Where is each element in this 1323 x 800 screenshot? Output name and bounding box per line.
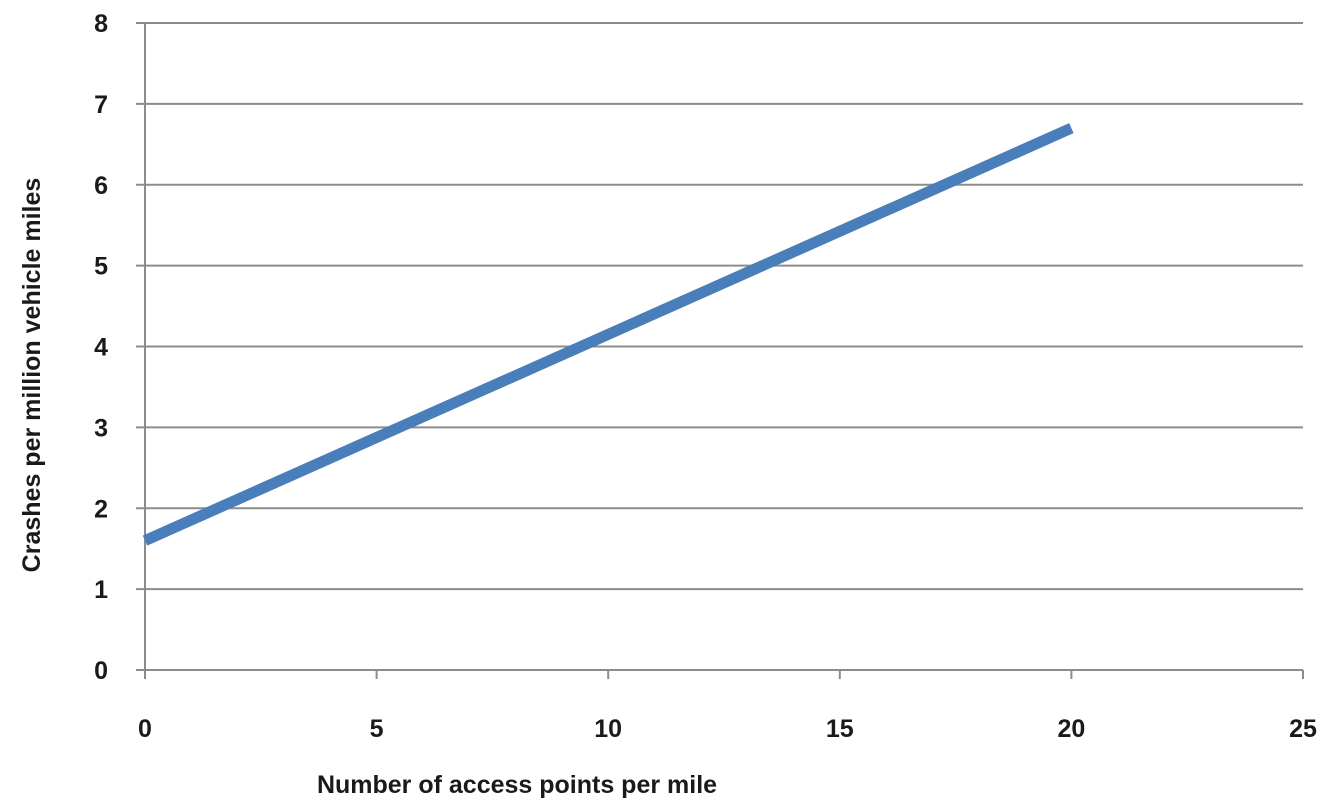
series-line-0 bbox=[142, 123, 1074, 546]
axes bbox=[136, 22, 1304, 679]
y-tick-label: 4 bbox=[94, 334, 108, 362]
x-tick-label: 0 bbox=[138, 715, 152, 743]
x-tick-label: 25 bbox=[1289, 715, 1317, 743]
x-tick-label: 5 bbox=[370, 715, 384, 743]
y-tick-label: 0 bbox=[94, 657, 108, 685]
x-axis-title: Number of access points per mile bbox=[317, 771, 717, 799]
series-layer bbox=[142, 123, 1074, 546]
x-tick-label: 20 bbox=[1057, 715, 1085, 743]
y-tick-label: 2 bbox=[94, 495, 108, 523]
y-tick-label: 5 bbox=[94, 253, 108, 281]
y-tick-label: 3 bbox=[94, 414, 108, 442]
x-tick-label: 10 bbox=[594, 715, 622, 743]
x-tick-label: 15 bbox=[826, 715, 854, 743]
y-tick-label: 8 bbox=[94, 10, 108, 38]
gridlines bbox=[145, 22, 1303, 591]
y-axis-title: Crashes per million vehicle miles bbox=[18, 178, 46, 573]
y-tick-label: 1 bbox=[94, 576, 108, 604]
y-tick-label: 7 bbox=[94, 91, 108, 119]
tick-labels: 0 1 2 3 4 5 6 7 8 0 5 10 15 20 25 bbox=[94, 10, 1317, 743]
y-tick-label: 6 bbox=[94, 172, 108, 200]
